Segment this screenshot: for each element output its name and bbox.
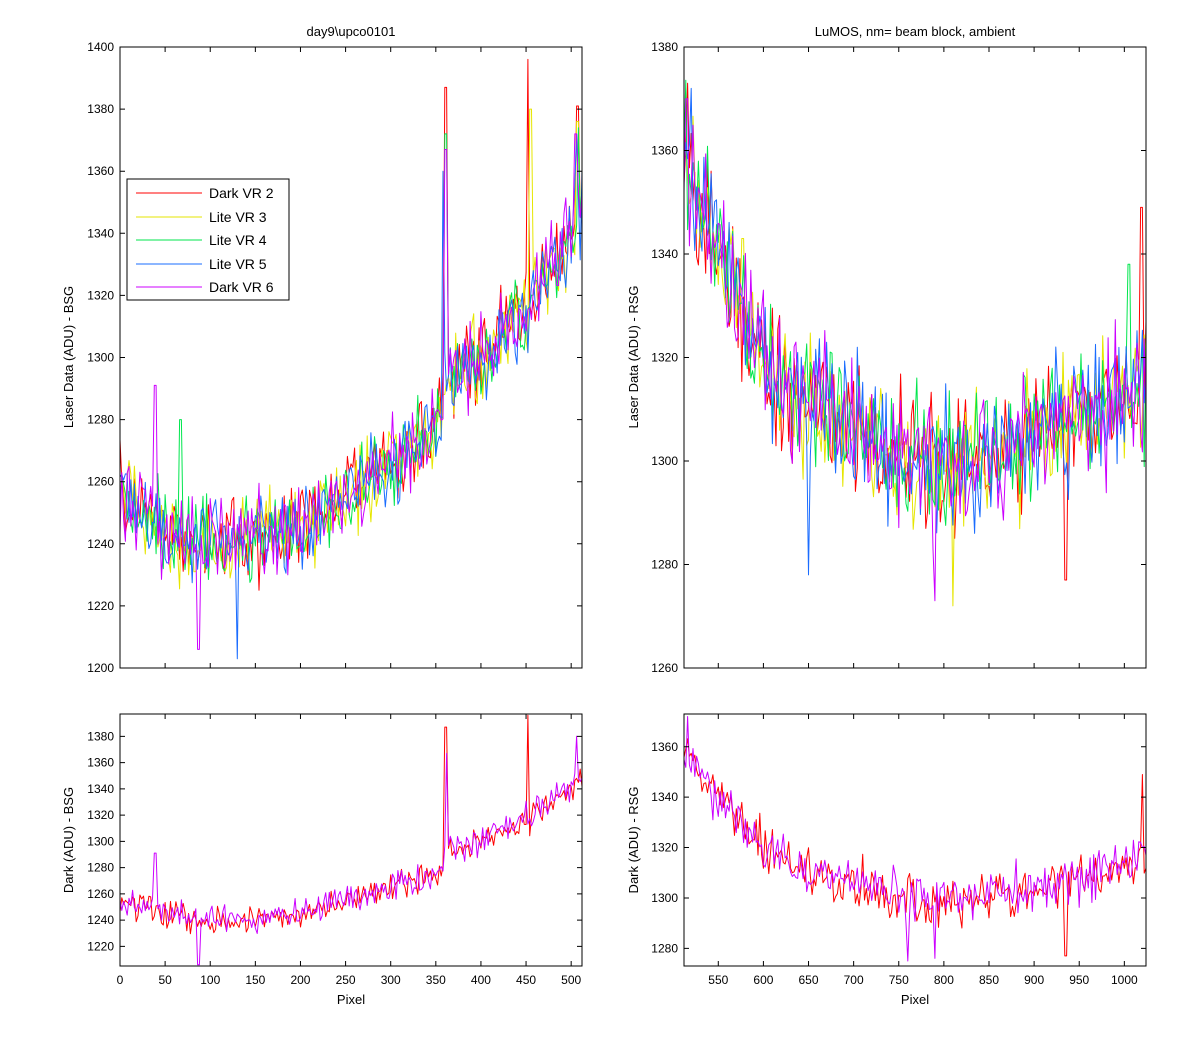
laser-rsg-ytick-label: 1360 [651,144,678,158]
laser-bsg-panel: day9\upco0101 Laser Data (ADU) - BSG 120… [61,24,583,675]
dark-rsg-axes-frame [683,713,1147,967]
dark-rsg-xtick-label: 750 [889,973,909,987]
dark-bsg-ytick-label: 1260 [87,887,114,901]
dark-bsg-ytick-label: 1240 [87,913,114,927]
dark-bsg-xtick-label: 400 [471,973,491,987]
dark-bsg-xtick-label: 250 [336,973,356,987]
laser-rsg-ytick-label: 1320 [651,351,678,365]
laser-bsg-ytick-label: 1380 [87,102,114,116]
dark-bsg-ytick-label: 1360 [87,756,114,770]
dark-rsg-ytick-label: 1300 [651,891,678,905]
dark-bsg-ytick-label: 1380 [87,729,114,743]
dark-rsg-xtick-label: 850 [979,973,999,987]
dark-rsg-ytick-label: 1360 [651,740,678,754]
laser-rsg-series-lite-vr-3 [684,115,1146,607]
dark-bsg-xtick-label: 500 [561,973,581,987]
laser-bsg-ytick-label: 1360 [87,164,114,178]
laser-bsg-ytick-label: 1280 [87,413,114,427]
laser-rsg-ytick-label: 1260 [651,661,678,675]
dark-rsg-series [684,716,1146,962]
laser-rsg-ytick-label: 1380 [651,40,678,54]
dark-rsg-series-dark-vr-6 [684,716,1146,962]
laser-bsg-ytick-label: 1340 [87,226,114,240]
dark-rsg-xtick-label: 950 [1069,973,1089,987]
laser-bsg-ylabel: Laser Data (ADU) - BSG [61,286,76,428]
dark-bsg-ylabel: Dark (ADU) - BSG [61,787,76,893]
laser-bsg-title: day9\upco0101 [307,24,396,39]
dark-rsg-ytick-label: 1280 [651,941,678,955]
dark-bsg-xtick-label: 50 [158,973,172,987]
dark-rsg-ytick-label: 1320 [651,841,678,855]
laser-bsg-ytick-label: 1300 [87,351,114,365]
dark-rsg-panel: Dark (ADU) - RSG Pixel 12801300132013401… [626,713,1147,1007]
dark-rsg-xtick-label: 600 [753,973,773,987]
dark-bsg-xlabel: Pixel [337,992,365,1007]
dark-bsg-xtick-label: 150 [245,973,265,987]
dark-bsg-ytick-label: 1300 [87,834,114,848]
laser-bsg-ytick-label: 1220 [87,599,114,613]
laser-rsg-ytick-label: 1340 [651,247,678,261]
laser-bsg-ytick-label: 1400 [87,40,114,54]
dark-rsg-xtick-label: 700 [844,973,864,987]
laser-rsg-series [684,79,1146,607]
dark-bsg-series-dark-vr-6 [120,735,582,966]
dark-bsg-xtick-label: 350 [426,973,446,987]
dark-bsg-xtick-label: 200 [290,973,310,987]
laser-rsg-ylabel: Laser Data (ADU) - RSG [626,285,641,428]
dark-bsg-ytick-label: 1320 [87,808,114,822]
laser-rsg-series-dark-vr-6 [684,98,1146,602]
dark-bsg-axes-frame [119,713,583,967]
dark-bsg-xtick-label: 450 [516,973,536,987]
laser-bsg-series-lite-vr-4 [120,127,582,583]
dark-rsg-xtick-label: 550 [708,973,728,987]
legend-label-dark-vr-6: Dark VR 6 [209,279,274,295]
laser-bsg-series [120,58,582,660]
dark-rsg-xtick-label: 800 [934,973,954,987]
dark-bsg-xtick-label: 100 [200,973,220,987]
laser-bsg-ytick-label: 1200 [87,661,114,675]
laser-bsg-axes-frame [119,46,583,669]
legend-entry-lite-vr-5: Lite VR 5 [136,256,267,272]
laser-bsg-ytick-label: 1240 [87,537,114,551]
laser-bsg-ytick-label: 1320 [87,288,114,302]
dark-rsg-xtick-label: 900 [1024,973,1044,987]
legend-label-lite-vr-4: Lite VR 4 [209,232,267,248]
dark-rsg-ytick-label: 1340 [651,790,678,804]
dark-rsg-ticks: 1280 1300 1320 1340 1360 550 600 650 700 750 800 85… [651,714,1146,987]
dark-rsg-ylabel: Dark (ADU) - RSG [626,787,641,894]
dark-rsg-xtick-label: 650 [799,973,819,987]
dark-bsg-xtick-label: 0 [117,973,124,987]
laser-rsg-axes-frame [683,46,1147,669]
dark-bsg-ytick-label: 1220 [87,939,114,953]
dark-rsg-xlabel: Pixel [901,992,929,1007]
laser-bsg-series-dark-vr-6 [120,133,582,650]
laser-rsg-title: LuMOS, nm= beam block, ambient [815,24,1016,39]
dark-rsg-series-dark-vr-2 [684,738,1146,957]
legend-entry-lite-vr-4: Lite VR 4 [136,232,267,248]
dark-rsg-xtick-label: 1000 [1111,973,1138,987]
legend-entry-dark-vr-2: Dark VR 2 [136,185,274,201]
dark-bsg-xtick-label: 300 [381,973,401,987]
legend: Dark VR 2 Lite VR 3 Lite VR 4 Lite VR 5 … [126,178,290,301]
legend-entry-lite-vr-3: Lite VR 3 [136,209,267,225]
legend-label-lite-vr-5: Lite VR 5 [209,256,267,272]
dark-bsg-ytick-label: 1280 [87,861,114,875]
legend-entry-dark-vr-6: Dark VR 6 [136,279,274,295]
legend-label-dark-vr-2: Dark VR 2 [209,185,274,201]
dark-bsg-ytick-label: 1340 [87,782,114,796]
dark-bsg-series [120,714,582,966]
laser-bsg-series-lite-vr-5 [120,133,582,660]
laser-rsg-ytick-label: 1300 [651,454,678,468]
laser-rsg-panel: LuMOS, nm= beam block, ambient Laser Dat… [626,24,1147,675]
legend-label-lite-vr-3: Lite VR 3 [209,209,267,225]
dark-bsg-panel: Dark (ADU) - BSG Pixel 12201240126012801… [61,713,583,1007]
dark-bsg-ticks: 1220 1240 1260 1280 1300 1320 1340 1360 1380 0 50 1… [87,714,582,987]
laser-rsg-ytick-label: 1280 [651,558,678,572]
laser-bsg-ytick-label: 1260 [87,475,114,489]
